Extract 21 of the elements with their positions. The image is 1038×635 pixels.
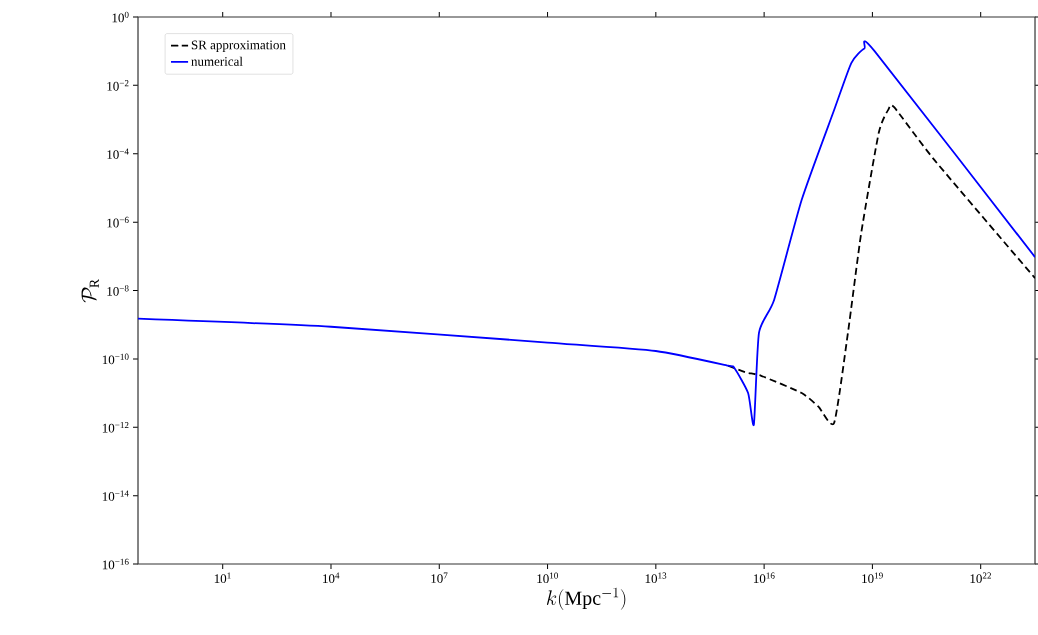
y-tick-label: 10$^{−4}$	[107, 148, 129, 159]
legend-label: numerical	[191, 56, 243, 66]
legend-label: SR approximation	[191, 40, 286, 52]
y-tick-label: 10$^{−12}$	[102, 422, 129, 433]
y-tick-label: 10$^{0}$	[112, 11, 129, 23]
x-tick-label: 10$^{13}$	[645, 572, 667, 584]
y-tick-label: 10$^{−6}$	[107, 216, 129, 228]
y-tick-label: 10$^{−10}$	[102, 353, 129, 365]
x-tick-label: 10$^{4}$	[323, 572, 340, 584]
x-tick-label: 10$^{7}$	[431, 572, 448, 583]
y-tick-label: 10$^{−16}$	[102, 558, 129, 570]
y-tick-label: 10$^{−8}$	[107, 285, 129, 296]
x-tick-label: 10$^{19}$	[862, 572, 883, 584]
y-axis-title: $\mathcal{P}_{\mathrm{R}}$	[81, 278, 99, 303]
x-tick-label: 10$^{10}$	[537, 572, 559, 584]
x-tick-label: 10$^{22}$	[970, 572, 991, 584]
x-tick-label: 10$^{1}$	[214, 572, 231, 584]
y-tick-label: 10$^{−2}$	[107, 80, 129, 91]
x-tick-label: 10$^{16}$	[753, 572, 775, 584]
y-tick-label: 10$^{−14}$	[102, 490, 129, 501]
x-axis-title: $k(\mathrm{Mpc}^{-1})$	[546, 587, 626, 610]
